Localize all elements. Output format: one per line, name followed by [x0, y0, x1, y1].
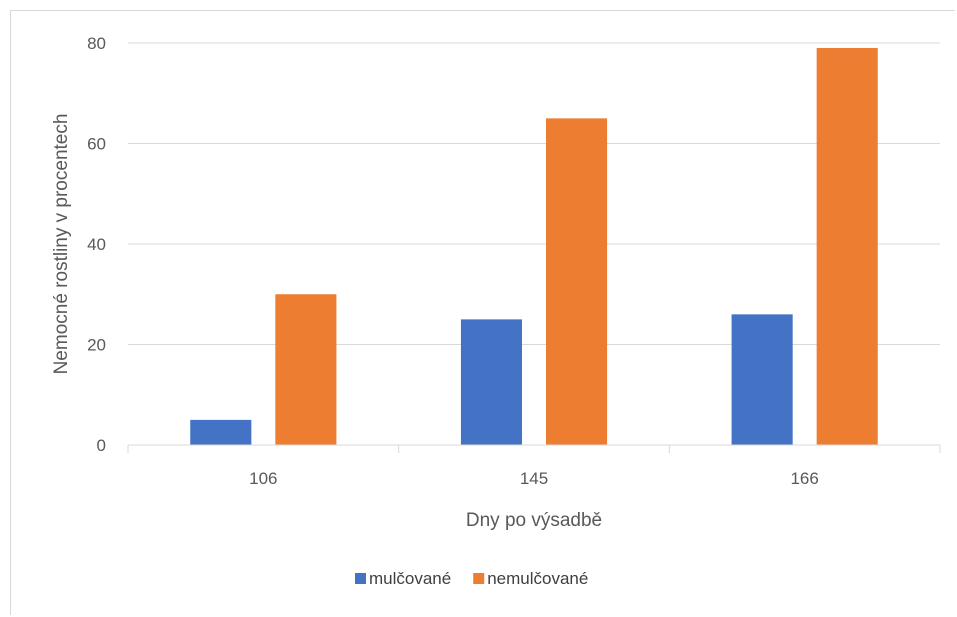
y-tick-label: 80 — [87, 34, 106, 53]
y-tick-label: 60 — [87, 135, 106, 154]
x-tick-label: 106 — [249, 469, 277, 488]
legend-swatch — [473, 573, 485, 584]
legend-label: nemulčované — [487, 569, 588, 588]
legend: mulčované nemulčované — [355, 569, 588, 588]
bar-mulcovane — [460, 319, 523, 445]
legend-label: mulčované — [369, 569, 451, 588]
x-tick-label: 166 — [790, 469, 818, 488]
bars — [190, 48, 878, 446]
y-tick-label: 0 — [97, 436, 106, 455]
x-tick-labels: 106 145 166 — [249, 469, 819, 488]
y-tick-labels: 0 20 40 60 80 — [87, 34, 106, 455]
bar-nemulcovane — [275, 294, 337, 445]
legend-swatch — [355, 573, 366, 584]
chart-frame — [10, 10, 955, 615]
y-tick-label: 20 — [87, 336, 106, 355]
bar-mulcovane — [190, 419, 252, 445]
axes — [127, 444, 941, 453]
gridlines — [128, 42, 940, 345]
bar-nemulcovane — [545, 118, 608, 445]
y-axis-title: Nemocné rostliny v procentech — [51, 114, 72, 375]
bar-nemulcovane — [816, 48, 878, 446]
x-tick-label: 145 — [520, 469, 548, 488]
x-axis-title: Dny po výsadbě — [466, 510, 602, 531]
bar-mulcovane — [731, 314, 793, 445]
y-tick-label: 40 — [87, 235, 106, 254]
